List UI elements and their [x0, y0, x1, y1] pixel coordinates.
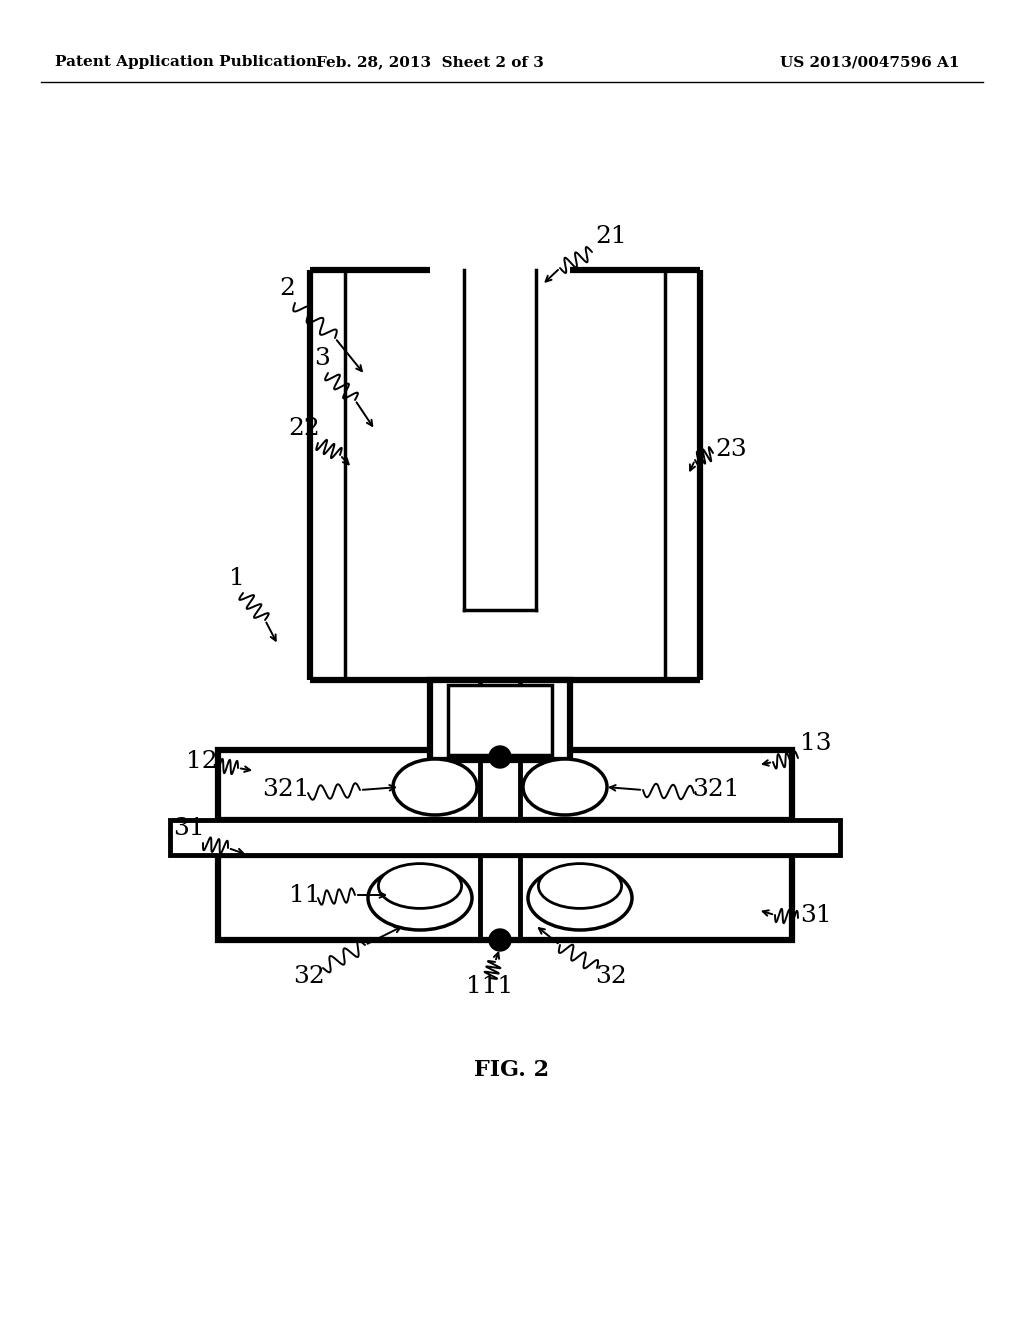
Text: 12: 12	[186, 751, 218, 774]
Text: 31: 31	[173, 817, 205, 840]
Text: 3: 3	[314, 347, 330, 370]
Bar	[449, 685, 552, 755]
Text: US 2013/0047596 A1: US 2013/0047596 A1	[780, 55, 959, 69]
Ellipse shape	[528, 866, 632, 931]
Text: 21: 21	[595, 224, 627, 248]
Text: 321: 321	[262, 779, 310, 801]
Text: 32: 32	[595, 965, 627, 987]
Ellipse shape	[368, 866, 472, 931]
Circle shape	[489, 746, 511, 768]
Text: 11: 11	[289, 883, 319, 907]
Bar	[218, 750, 792, 820]
Text: FIG. 2: FIG. 2	[474, 1059, 550, 1081]
Text: 22: 22	[288, 417, 319, 440]
Text: 2: 2	[280, 277, 295, 300]
Ellipse shape	[393, 759, 477, 814]
Ellipse shape	[523, 759, 607, 814]
Circle shape	[489, 929, 511, 950]
Text: 23: 23	[715, 438, 746, 462]
Ellipse shape	[379, 863, 462, 908]
Text: 1: 1	[229, 568, 245, 590]
Bar	[430, 680, 570, 760]
Text: 13: 13	[800, 733, 831, 755]
Text: 321: 321	[692, 779, 739, 801]
Bar	[218, 855, 792, 940]
Text: Patent Application Publication: Patent Application Publication	[55, 55, 317, 69]
Bar	[170, 820, 840, 855]
Ellipse shape	[539, 863, 622, 908]
Text: 32: 32	[293, 965, 325, 987]
Text: Feb. 28, 2013  Sheet 2 of 3: Feb. 28, 2013 Sheet 2 of 3	[316, 55, 544, 69]
Text: 31: 31	[800, 903, 831, 927]
Text: 111: 111	[466, 975, 514, 998]
